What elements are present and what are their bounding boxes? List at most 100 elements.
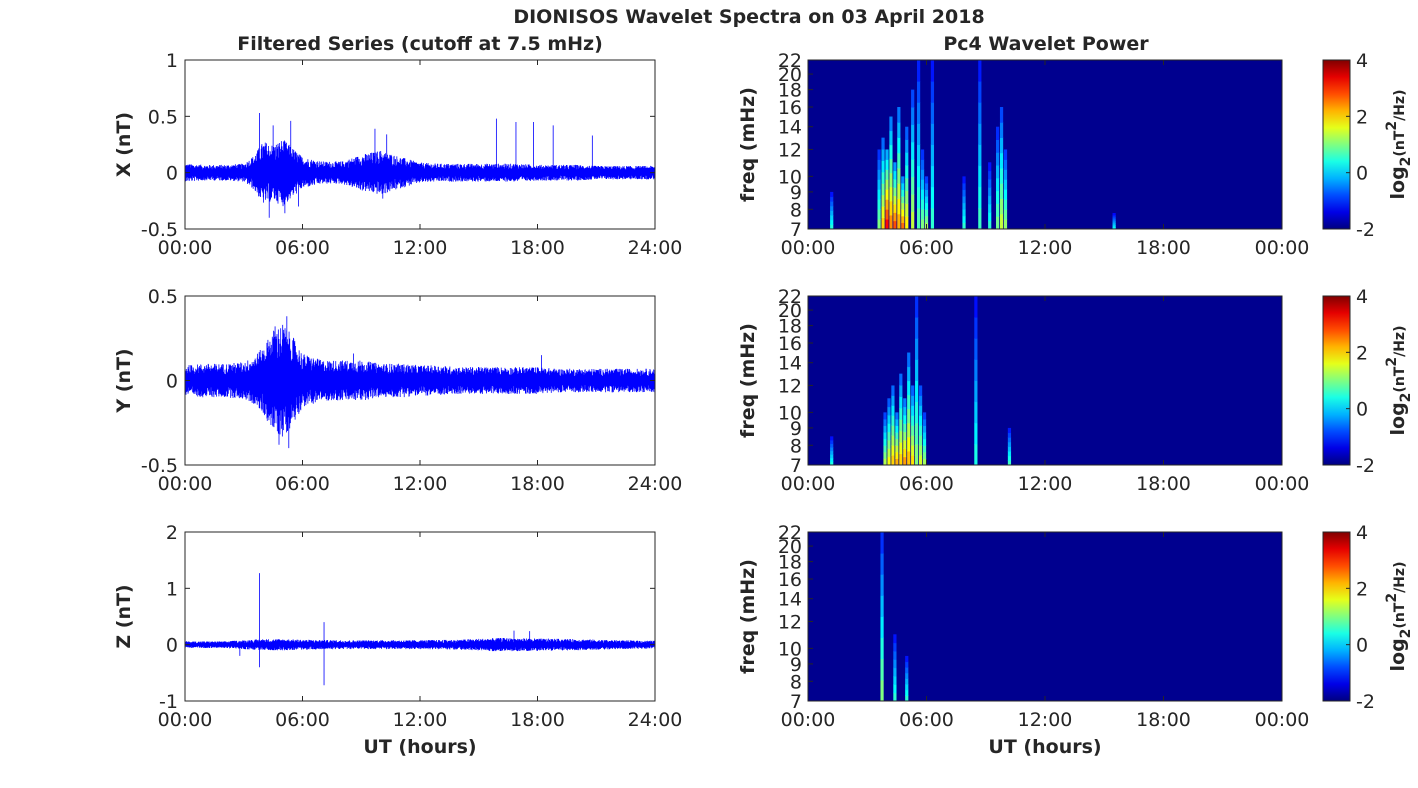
power-streak <box>895 432 899 440</box>
power-streak <box>877 179 881 190</box>
y-tick-label: 8 <box>790 199 802 221</box>
power-streak <box>924 176 929 184</box>
power-streak <box>877 219 881 230</box>
x-tick-label: 12:00 <box>393 709 448 731</box>
power-streak <box>899 407 903 420</box>
power-streak <box>877 149 881 160</box>
power-streak <box>1112 225 1116 228</box>
power-streak <box>903 414 907 424</box>
power-streak <box>893 634 897 644</box>
power-streak <box>901 189 905 197</box>
y-axis-label: Z (nT) <box>113 584 135 648</box>
power-streak <box>905 190 909 204</box>
colorbar-label-part: log <box>1387 166 1409 199</box>
y-tick-label: 8 <box>790 435 802 457</box>
power-streak <box>996 203 1000 217</box>
power-streak <box>920 179 925 190</box>
power-streak <box>885 219 889 230</box>
x-tick-label: 06:00 <box>275 237 330 259</box>
x-tick-label: 18:00 <box>1136 237 1191 259</box>
power-streak <box>899 453 903 466</box>
power-streak <box>905 203 909 217</box>
power-streak <box>830 439 834 445</box>
x-tick-label: 12:00 <box>393 237 448 259</box>
power-streak <box>893 684 897 694</box>
y-tick-label: 0.5 <box>148 106 178 128</box>
colorbar-label: log2(nT2/Hz) <box>1384 562 1414 672</box>
power-streak <box>918 395 923 406</box>
power-streak <box>962 182 966 191</box>
power-streak <box>893 187 897 197</box>
y-tick-label: 14 <box>778 353 802 375</box>
y-tick-label: 0.5 <box>148 286 178 308</box>
power-streak <box>901 196 905 204</box>
power-streak <box>889 200 893 216</box>
power-streak <box>974 338 978 360</box>
power-streak <box>1007 437 1012 443</box>
power-streak <box>996 126 1000 140</box>
colorbar-tick-label: -2 <box>1356 219 1375 241</box>
power-streak <box>920 149 925 160</box>
power-streak <box>1003 189 1008 200</box>
left-column-title: Filtered Series (cutoff at 7.5 mHz) <box>237 33 603 55</box>
power-streak <box>1112 213 1116 216</box>
y-tick-label: 10 <box>778 166 802 188</box>
y-axis-label: X (nT) <box>113 112 135 177</box>
power-streak <box>930 123 935 145</box>
power-streak <box>899 442 903 455</box>
power-streak <box>911 405 915 416</box>
power-streak <box>917 60 921 82</box>
power-streak <box>887 431 891 441</box>
power-streak <box>891 415 895 426</box>
power-streak <box>891 395 895 406</box>
power-streak <box>830 454 834 459</box>
power-streak <box>897 213 901 230</box>
power-streak <box>881 171 885 184</box>
y-tick-label: 0 <box>166 371 178 393</box>
power-streak <box>962 222 966 230</box>
power-streak <box>897 152 901 169</box>
x-tick-label: 24:00 <box>628 473 683 495</box>
power-streak <box>907 380 911 396</box>
power-streak <box>999 152 1004 169</box>
power-streak <box>877 209 881 220</box>
y-tick-label: 7 <box>790 455 802 477</box>
x-tick-label: 00:00 <box>781 709 836 731</box>
power-streak <box>988 170 992 180</box>
x-tick-label: 12:00 <box>1018 473 1073 495</box>
power-streak <box>911 385 915 396</box>
power-streak <box>905 678 909 685</box>
power-streak <box>974 443 978 466</box>
power-streak <box>915 380 919 403</box>
power-streak <box>915 317 919 339</box>
power-streak <box>891 425 895 436</box>
power-streak <box>922 418 927 427</box>
power-streak <box>930 81 935 103</box>
colorbar-label-part: /Hz) <box>1392 326 1408 357</box>
power-streak <box>999 106 1004 123</box>
power-streak <box>922 458 927 466</box>
power-streak <box>962 176 966 184</box>
power-streak <box>885 169 889 180</box>
y-tick-label: 9 <box>790 182 802 204</box>
x-tick-label: 06:00 <box>899 473 954 495</box>
power-streak <box>895 412 899 420</box>
power-streak <box>830 219 834 225</box>
y-tick-label: 8 <box>790 671 802 693</box>
x-tick-label: 24:00 <box>628 237 683 259</box>
y-tick-label: 12 <box>778 375 802 397</box>
y-tick-label: 0 <box>166 635 178 657</box>
power-streak <box>901 202 905 210</box>
x-filtered-series-panel: -0.5 0 0.5 1 00:00 06:00 12:00 18:00 24:00 X (nT) <box>113 50 682 259</box>
power-streak <box>915 296 919 318</box>
power-streak <box>905 177 909 192</box>
y-tick-label: 20 <box>778 536 802 558</box>
power-streak <box>903 448 907 458</box>
power-streak <box>1112 217 1116 220</box>
power-streak <box>917 81 921 103</box>
colorbar <box>1322 295 1351 466</box>
power-streak <box>962 215 966 223</box>
colorbar-label-part: log <box>1387 402 1409 435</box>
power-streak <box>893 170 897 180</box>
power-streak <box>1112 215 1116 218</box>
